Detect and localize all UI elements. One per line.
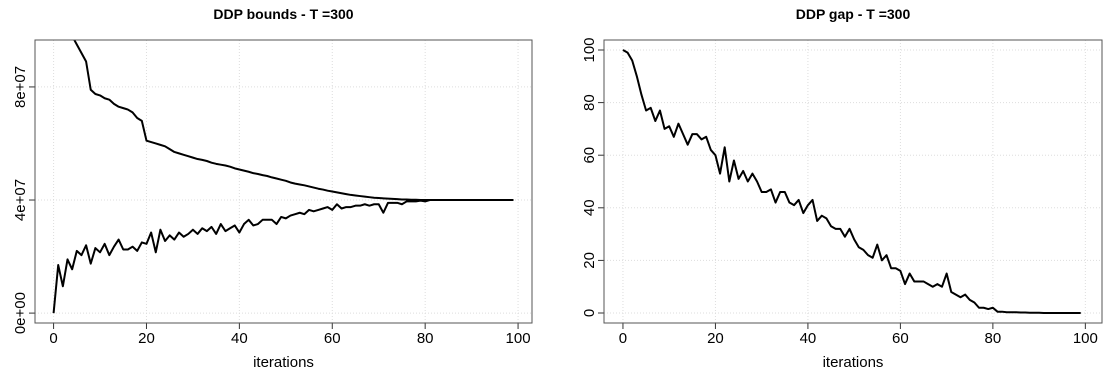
x-tick-label: 80 xyxy=(985,330,1002,347)
x-tick-label: 40 xyxy=(231,330,248,347)
x-tick-label: 100 xyxy=(1073,330,1098,347)
x-tick-label: 80 xyxy=(417,330,434,347)
y-tick-label: 20 xyxy=(581,252,598,269)
x-tick-label: 0 xyxy=(619,330,627,347)
x-tick-label: 60 xyxy=(324,330,341,347)
y-tick-label: 40 xyxy=(581,199,598,216)
x-tick-label: 100 xyxy=(506,330,531,347)
y-tick-label: 100 xyxy=(581,37,598,62)
chart-title: DDP bounds - T =300 xyxy=(213,6,353,22)
x-tick-label: 20 xyxy=(707,330,724,347)
line xyxy=(622,49,1081,315)
y-tick-label: 0e+00 xyxy=(12,292,29,334)
plot-frame xyxy=(34,39,533,324)
y-tick-label: 8e+07 xyxy=(12,66,29,108)
x-tick-label: 40 xyxy=(800,330,817,347)
y-tick-label: 0 xyxy=(581,309,598,317)
y-tick-label: 80 xyxy=(581,94,598,111)
y-tick-label: 4e+07 xyxy=(12,179,29,221)
plot-frame xyxy=(603,39,1103,324)
plot-area xyxy=(52,40,514,314)
line xyxy=(52,199,514,314)
y-tick-label: 60 xyxy=(581,147,598,164)
x-tick-label: 20 xyxy=(138,330,155,347)
plot-area xyxy=(622,49,1081,315)
x-axis-label: iterations xyxy=(823,354,884,371)
chart-title: DDP gap - T =300 xyxy=(796,6,911,22)
x-tick-label: 0 xyxy=(49,330,57,347)
line xyxy=(73,40,514,202)
x-axis-label: iterations xyxy=(253,354,314,371)
x-tick-label: 60 xyxy=(892,330,909,347)
